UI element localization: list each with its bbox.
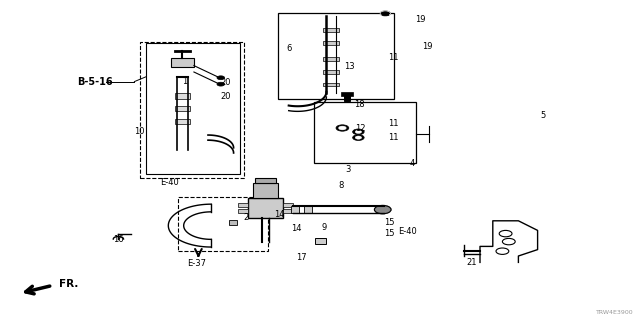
Text: 11: 11	[388, 119, 399, 128]
Bar	[323, 57, 339, 61]
Bar	[323, 28, 339, 32]
Text: 14: 14	[291, 224, 301, 233]
Bar	[323, 41, 339, 45]
Text: 15: 15	[384, 218, 394, 227]
Text: 14: 14	[274, 210, 284, 219]
Bar	[140, 42, 244, 178]
Bar	[382, 12, 388, 15]
Text: 19: 19	[415, 15, 425, 24]
Circle shape	[355, 130, 362, 133]
Circle shape	[380, 11, 390, 16]
Bar	[344, 95, 350, 101]
Bar	[341, 92, 353, 96]
Bar	[253, 183, 278, 198]
Bar	[291, 206, 299, 213]
Bar	[146, 43, 240, 174]
Text: 11: 11	[388, 53, 399, 62]
Text: 11: 11	[388, 133, 399, 142]
Circle shape	[353, 129, 364, 135]
Circle shape	[336, 125, 349, 131]
Bar	[238, 203, 248, 207]
Text: 2: 2	[243, 213, 248, 222]
Text: 10: 10	[134, 127, 145, 136]
Bar	[248, 198, 283, 219]
Text: 12: 12	[355, 124, 365, 132]
Text: E-40: E-40	[398, 228, 417, 236]
Bar	[315, 238, 326, 244]
Circle shape	[374, 205, 391, 214]
Text: 8: 8	[338, 181, 343, 190]
Text: 16: 16	[113, 236, 124, 244]
Bar	[171, 58, 194, 67]
Text: 13: 13	[344, 62, 355, 71]
Text: 19: 19	[422, 42, 433, 51]
Circle shape	[355, 136, 362, 139]
Text: B-5-16: B-5-16	[77, 76, 113, 87]
Circle shape	[217, 82, 225, 86]
Text: 15: 15	[384, 229, 394, 238]
Bar	[323, 70, 339, 74]
Text: E-40: E-40	[160, 178, 179, 187]
Bar	[314, 102, 416, 163]
Text: FR.: FR.	[59, 279, 78, 290]
Bar	[283, 203, 293, 207]
Text: 1: 1	[182, 77, 188, 86]
Bar	[175, 93, 190, 99]
Bar	[323, 83, 339, 86]
Text: 5: 5	[541, 111, 546, 120]
Bar	[278, 13, 394, 99]
Bar	[283, 209, 293, 213]
Bar	[238, 209, 248, 213]
Text: 3: 3	[346, 165, 351, 174]
Circle shape	[217, 76, 225, 80]
Bar	[178, 197, 268, 251]
Circle shape	[339, 126, 346, 130]
Bar	[255, 179, 276, 183]
Bar	[229, 220, 237, 225]
Text: 17: 17	[296, 253, 307, 262]
Text: 4: 4	[410, 159, 415, 168]
Text: 20: 20	[221, 92, 231, 101]
Bar	[175, 106, 190, 111]
Text: 9: 9	[321, 223, 326, 232]
Bar	[175, 119, 190, 124]
Circle shape	[353, 135, 364, 140]
Text: 18: 18	[354, 100, 365, 109]
Bar	[304, 206, 312, 213]
Text: 6: 6	[287, 44, 292, 52]
Text: 20: 20	[221, 78, 231, 87]
Text: 21: 21	[466, 258, 476, 267]
Text: TRW4E3900: TRW4E3900	[596, 310, 634, 315]
Text: E-37: E-37	[188, 260, 207, 268]
